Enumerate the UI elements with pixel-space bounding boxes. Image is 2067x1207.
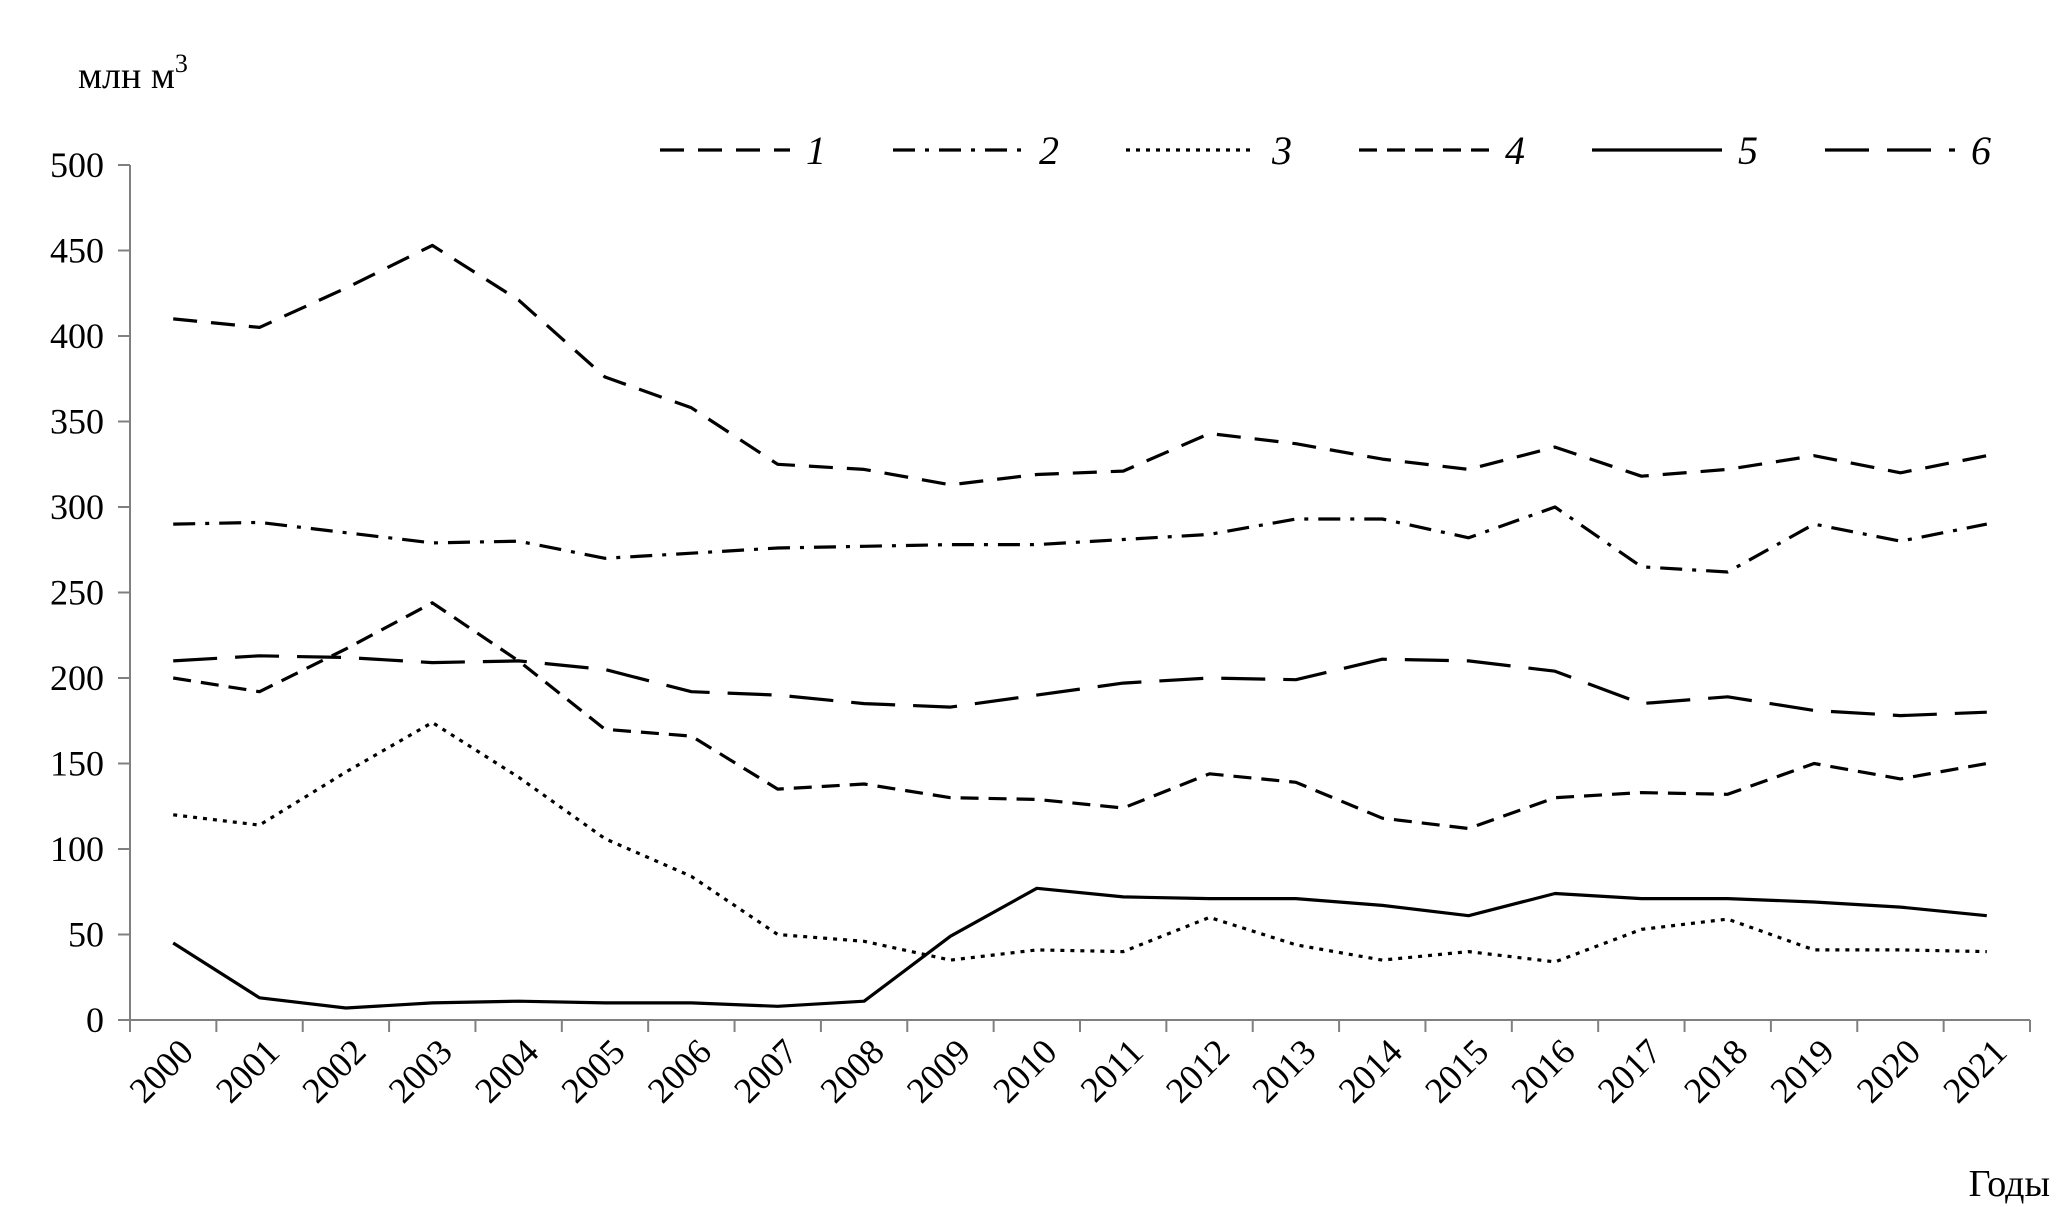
x-tick-label: 2010 <box>985 1031 1064 1110</box>
x-tick-label: 2018 <box>1676 1031 1755 1110</box>
series-line-5 <box>172 886 1987 1010</box>
x-tick-label: 2007 <box>726 1031 805 1110</box>
legend-label-5: 5 <box>1738 128 1758 173</box>
x-tick-label: 2013 <box>1244 1031 1323 1110</box>
x-tick-label: 2008 <box>813 1031 892 1110</box>
y-tick-label: 300 <box>50 487 104 527</box>
x-tick-label: 2004 <box>467 1031 546 1110</box>
x-tick-label: 2016 <box>1503 1031 1582 1110</box>
y-tick-label: 100 <box>50 829 104 869</box>
series-layer <box>172 243 1988 1010</box>
y-tick-label: 350 <box>50 402 104 442</box>
y-tick-label: 50 <box>68 915 104 955</box>
x-tick-label: 2021 <box>1935 1031 2014 1110</box>
x-tick-label: 2005 <box>553 1031 632 1110</box>
x-tick-label: 2001 <box>208 1031 287 1110</box>
y-tick-label: 250 <box>50 573 104 613</box>
x-tick-label: 2020 <box>1849 1031 1928 1110</box>
legend-label-3: 3 <box>1271 128 1292 173</box>
x-axis-label: Годы <box>1969 1163 2050 1205</box>
series-line-3 <box>173 720 1987 964</box>
x-tick-label: 2000 <box>122 1031 201 1110</box>
x-tick-label: 2017 <box>1590 1031 1669 1110</box>
x-tick-label: 2003 <box>381 1031 460 1110</box>
y-tick-label: 0 <box>86 1000 104 1040</box>
legend: 1 2 3 4 5 6 <box>660 128 1991 173</box>
y-tick-label: 400 <box>50 316 104 356</box>
y-axis: 0 50 100 150 200 250 300 350 400 450 500 <box>50 145 131 1040</box>
y-tick-label: 500 <box>50 145 104 185</box>
legend-label-6: 6 <box>1971 128 1991 173</box>
x-tick-label: 2012 <box>1158 1031 1237 1110</box>
series-line-4 <box>172 601 1988 831</box>
y-axis-label: млн м3 <box>78 49 188 97</box>
y-tick-label: 450 <box>50 231 104 271</box>
x-axis: 2000 2001 2002 2003 2004 2005 2006 2007 2008 2009… <box>122 1019 2031 1111</box>
x-tick-label: 2019 <box>1763 1031 1842 1110</box>
x-tick-label: 2014 <box>1331 1031 1410 1110</box>
series-line-6 <box>173 654 1987 718</box>
y-axis-label-text: млн м3 <box>78 49 188 97</box>
x-tick-label: 2011 <box>1073 1031 1151 1109</box>
x-tick-label: 2015 <box>1417 1031 1496 1110</box>
legend-label-4: 4 <box>1505 128 1525 173</box>
y-tick-label: 150 <box>50 744 104 784</box>
legend-label-2: 2 <box>1039 128 1059 173</box>
series-line-1 <box>173 243 1988 487</box>
legend-label-1: 1 <box>806 128 826 173</box>
x-tick-label: 2002 <box>294 1031 373 1110</box>
y-tick-label: 200 <box>50 658 104 698</box>
x-tick-label: 2006 <box>640 1031 719 1110</box>
x-tick-label: 2009 <box>899 1031 978 1110</box>
series-line-2 <box>173 505 1988 574</box>
